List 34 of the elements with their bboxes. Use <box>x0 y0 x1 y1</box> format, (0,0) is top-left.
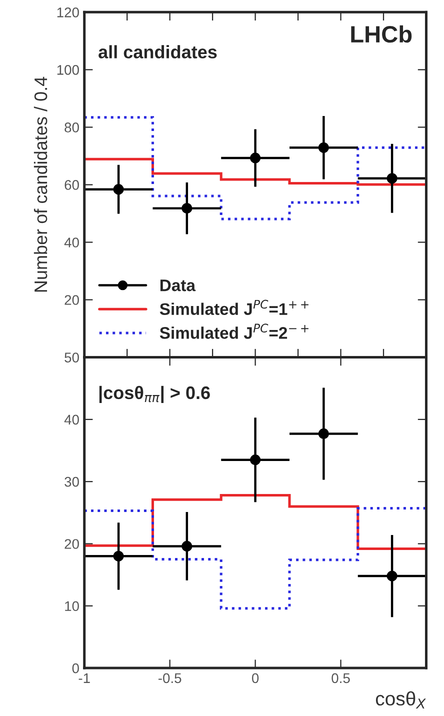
y-tick-label: 20 <box>64 295 79 305</box>
annotation: all candidates <box>98 45 217 58</box>
legend-label: Simulated J$^{PC}$=1$^{++}$ <box>160 300 308 315</box>
x-tick-label: -1 <box>78 673 90 683</box>
y-tick-label: 20 <box>64 539 79 549</box>
x-tick-label: 0 <box>252 673 259 684</box>
x-axis-title: cosθ$_{X}$ <box>376 691 426 709</box>
point <box>182 203 192 214</box>
y-axis-title: Number of candidates / 0.4 <box>34 76 48 292</box>
y-tick-label: 80 <box>64 122 79 132</box>
annotation: LHCb <box>351 25 412 43</box>
y-tick-label: 60 <box>64 180 79 190</box>
y-tick-label: 40 <box>64 414 79 425</box>
y-tick-label: 100 <box>57 65 79 75</box>
point <box>318 428 329 440</box>
y-tick-label: 120 <box>57 8 79 18</box>
point <box>250 152 261 164</box>
x-tick-label: -0.5 <box>158 673 182 684</box>
annotation: |cosθ$_{ππ}$| > 0.6 <box>99 386 210 404</box>
y-tick-label: 30 <box>64 476 79 487</box>
point <box>113 184 124 195</box>
x-tick-label: 0.5 <box>332 673 350 684</box>
point <box>113 550 124 562</box>
point <box>182 540 192 552</box>
point <box>318 142 329 153</box>
y-tick-label: 10 <box>65 601 79 612</box>
legend-label: Simulated J$^{PC}$=2$^{−+}$ <box>160 324 308 339</box>
point <box>386 173 398 184</box>
point <box>386 570 398 582</box>
y-tick-label: 0 <box>72 663 79 674</box>
legend-label: Data <box>160 280 196 292</box>
y-tick-label: 50 <box>64 352 79 362</box>
y-tick-label: 40 <box>64 238 79 248</box>
point <box>250 454 261 466</box>
